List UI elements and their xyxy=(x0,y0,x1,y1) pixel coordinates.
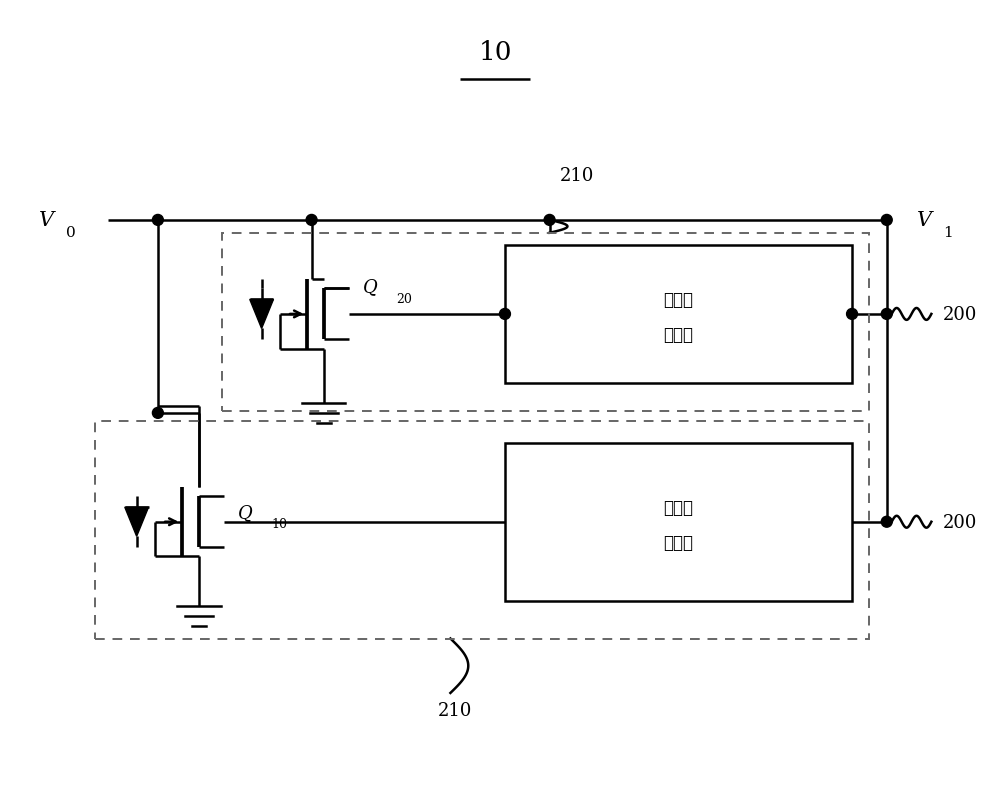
Circle shape xyxy=(881,215,892,226)
Circle shape xyxy=(544,215,555,226)
Text: 200: 200 xyxy=(943,513,978,531)
Text: 210: 210 xyxy=(438,701,473,719)
Text: 过压检: 过压检 xyxy=(664,499,694,516)
Text: Q: Q xyxy=(363,278,378,296)
Bar xyxy=(222,234,869,411)
Circle shape xyxy=(306,215,317,226)
Circle shape xyxy=(881,516,892,528)
Circle shape xyxy=(847,309,857,320)
Text: 210: 210 xyxy=(560,167,595,185)
Text: V: V xyxy=(39,211,54,230)
Text: 10: 10 xyxy=(271,518,287,531)
Bar xyxy=(95,422,869,638)
Text: 20: 20 xyxy=(396,292,412,305)
Text: 10: 10 xyxy=(478,40,512,65)
Text: 测电路: 测电路 xyxy=(664,533,694,551)
Bar xyxy=(505,246,852,384)
Circle shape xyxy=(152,215,163,226)
Text: 过压检: 过压检 xyxy=(664,291,694,308)
Text: V: V xyxy=(917,211,932,230)
Text: 0: 0 xyxy=(66,226,75,239)
Circle shape xyxy=(152,408,163,419)
Polygon shape xyxy=(250,300,273,329)
Text: 200: 200 xyxy=(943,305,978,324)
Circle shape xyxy=(500,309,510,320)
Text: 测电路: 测电路 xyxy=(664,325,694,343)
Text: Q: Q xyxy=(238,503,253,521)
Text: 1: 1 xyxy=(943,226,953,239)
Polygon shape xyxy=(125,507,149,536)
Circle shape xyxy=(881,309,892,320)
Bar xyxy=(505,443,852,601)
